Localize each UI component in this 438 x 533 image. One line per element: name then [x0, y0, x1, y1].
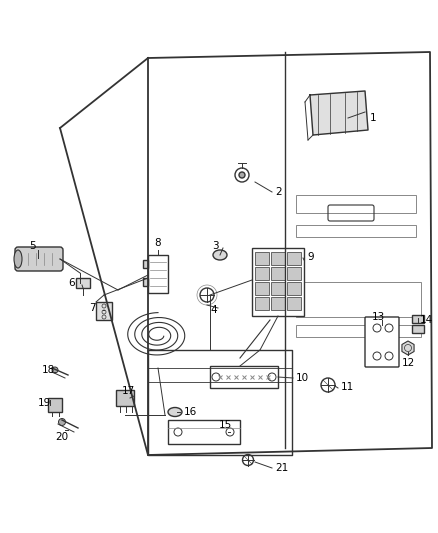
Text: 10: 10	[296, 373, 309, 383]
Bar	[412, 315, 424, 323]
FancyBboxPatch shape	[15, 247, 63, 271]
Text: 18: 18	[41, 365, 55, 375]
Text: 8: 8	[155, 238, 161, 248]
Text: 14: 14	[420, 315, 433, 325]
FancyBboxPatch shape	[271, 296, 285, 310]
FancyBboxPatch shape	[254, 281, 268, 295]
Text: 9: 9	[307, 252, 314, 262]
FancyBboxPatch shape	[271, 252, 285, 264]
Text: 12: 12	[401, 358, 415, 368]
Text: 20: 20	[56, 432, 69, 442]
Ellipse shape	[213, 250, 227, 260]
Bar	[296, 282, 421, 317]
Polygon shape	[310, 91, 368, 135]
Circle shape	[52, 367, 58, 373]
Text: 11: 11	[341, 382, 354, 392]
Text: 3: 3	[212, 241, 218, 251]
Text: 19: 19	[37, 398, 51, 408]
Circle shape	[59, 418, 66, 425]
Bar	[296, 325, 421, 337]
FancyBboxPatch shape	[271, 281, 285, 295]
Bar	[143, 260, 148, 268]
Bar	[296, 225, 416, 237]
Bar	[252, 248, 304, 316]
Bar	[48, 398, 62, 412]
Bar	[143, 278, 148, 286]
Text: 1: 1	[370, 113, 377, 123]
Bar	[168, 420, 240, 444]
Text: 15: 15	[219, 420, 232, 430]
Bar	[148, 255, 168, 293]
FancyBboxPatch shape	[254, 252, 268, 264]
Bar	[210, 366, 278, 388]
Ellipse shape	[14, 250, 22, 268]
Text: 16: 16	[184, 407, 197, 417]
Text: 5: 5	[28, 241, 35, 251]
Text: 17: 17	[121, 386, 134, 396]
FancyBboxPatch shape	[286, 281, 300, 295]
Bar	[116, 390, 134, 406]
FancyBboxPatch shape	[271, 266, 285, 279]
Text: 7: 7	[88, 303, 95, 313]
FancyBboxPatch shape	[365, 317, 399, 367]
Ellipse shape	[168, 408, 182, 416]
FancyBboxPatch shape	[286, 296, 300, 310]
Bar	[412, 325, 424, 333]
FancyBboxPatch shape	[286, 252, 300, 264]
FancyBboxPatch shape	[286, 266, 300, 279]
Bar	[296, 195, 416, 213]
Text: 13: 13	[371, 312, 385, 322]
FancyBboxPatch shape	[254, 296, 268, 310]
FancyBboxPatch shape	[254, 266, 268, 279]
Text: 21: 21	[275, 463, 288, 473]
Text: 4: 4	[210, 305, 217, 315]
Circle shape	[239, 172, 245, 178]
Polygon shape	[148, 52, 432, 455]
Bar	[96, 302, 112, 320]
Bar	[76, 278, 90, 288]
Text: 2: 2	[275, 187, 282, 197]
Text: 6: 6	[69, 278, 75, 288]
